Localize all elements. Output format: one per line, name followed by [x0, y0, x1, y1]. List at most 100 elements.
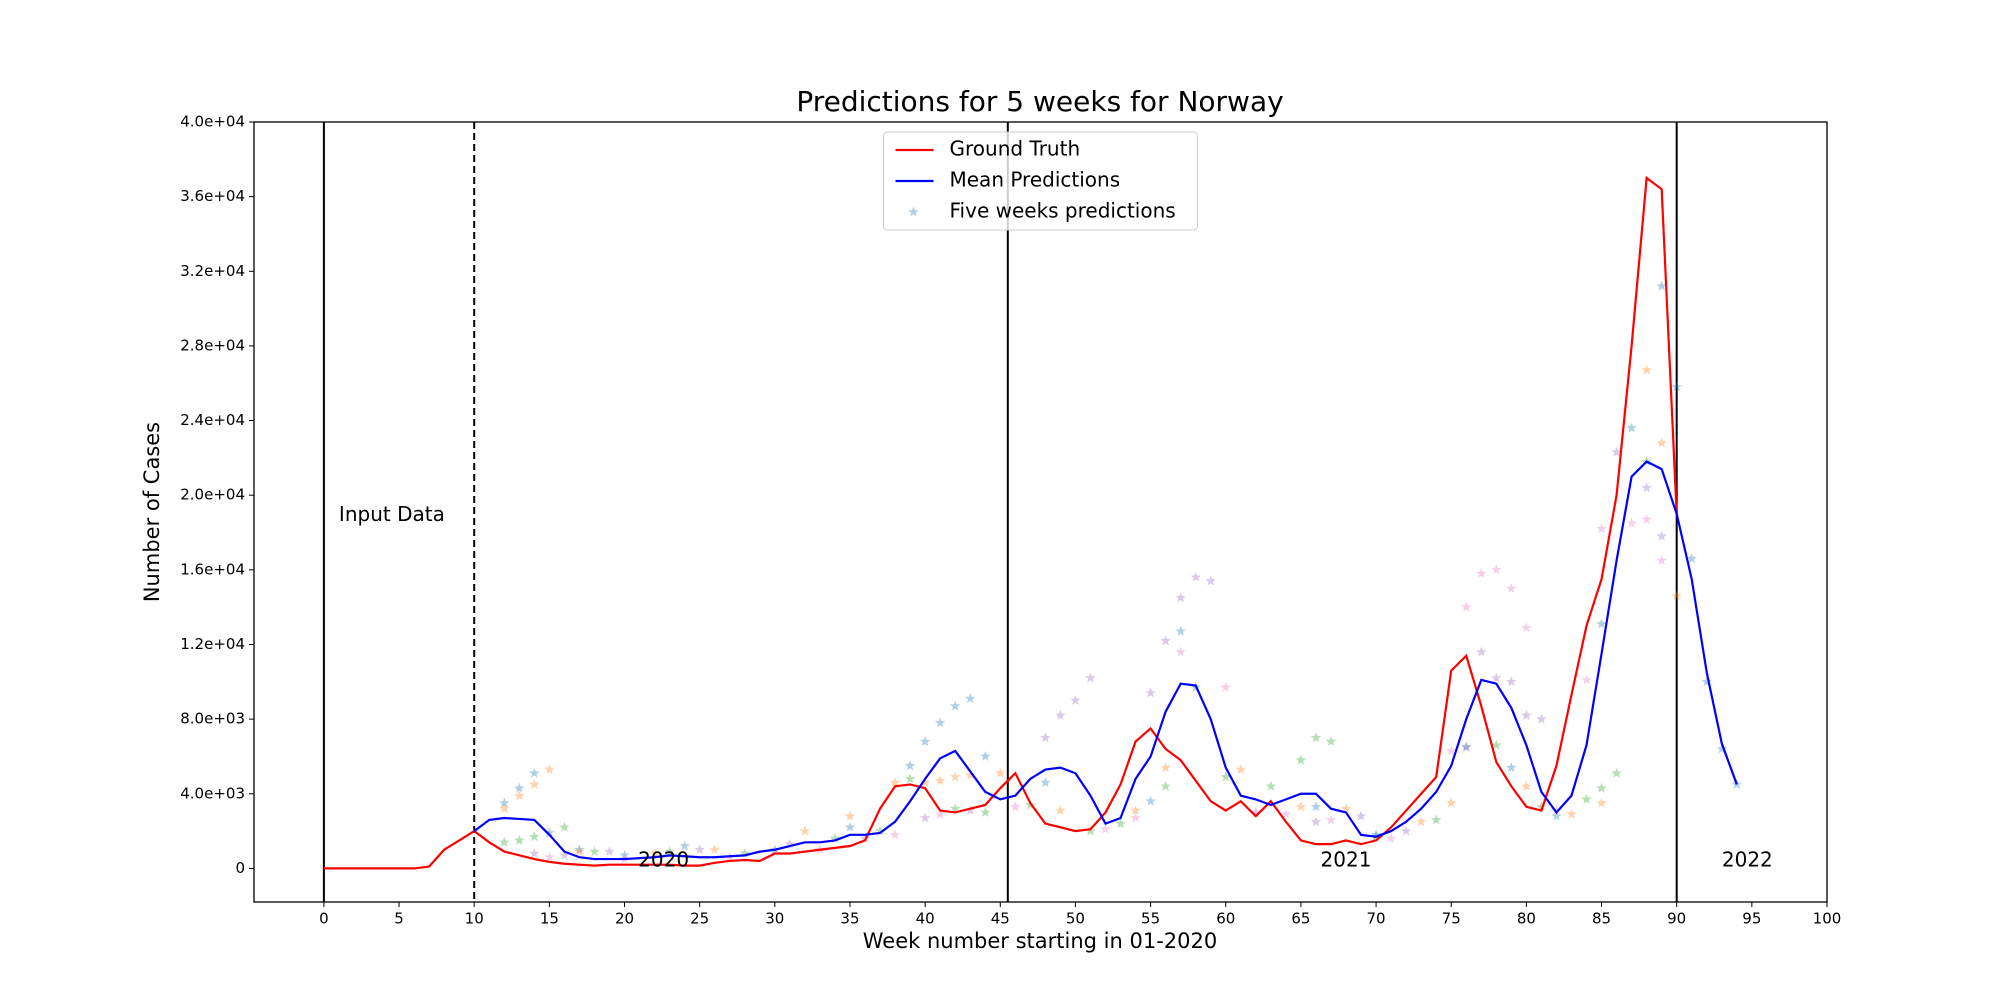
star-point [559, 849, 570, 860]
star-point [1235, 764, 1247, 774]
x-tick-label: 95 [1742, 910, 1761, 928]
star-point [1220, 771, 1231, 782]
star-point [1265, 780, 1277, 791]
legend-marker [908, 206, 919, 217]
star-point [604, 846, 615, 857]
star-point [1521, 622, 1532, 633]
x-tick-label: 40 [916, 910, 935, 928]
star-point [1220, 681, 1231, 692]
x-tick-label: 75 [1442, 910, 1461, 928]
star-point [1566, 808, 1577, 819]
star-point [799, 825, 811, 836]
star-point [1055, 709, 1066, 720]
star-point [1400, 825, 1412, 836]
x-tick-label: 80 [1517, 910, 1536, 928]
star-point [1175, 646, 1186, 657]
star-point [980, 806, 991, 817]
star-point [1461, 741, 1472, 752]
star-point [574, 844, 585, 855]
star-point [544, 851, 555, 862]
legend-label: Ground Truth [950, 137, 1081, 161]
star-point [1070, 694, 1081, 705]
star-point [529, 847, 540, 858]
annotation: 2022 [1722, 847, 1773, 871]
star-point [1145, 687, 1156, 698]
star-point [1115, 818, 1126, 829]
y-tick-label: 1.6e+04 [180, 560, 245, 578]
star-point [1040, 777, 1051, 788]
star-point [1160, 780, 1171, 791]
star-point [514, 834, 525, 845]
star-point [1461, 601, 1472, 612]
star-point [1626, 422, 1637, 433]
star-point [1506, 583, 1517, 593]
star-point [965, 805, 976, 816]
star-point [874, 825, 886, 836]
star-point [980, 750, 991, 761]
star-point [1370, 829, 1382, 840]
star-point [1010, 801, 1021, 812]
star-point [1295, 754, 1307, 765]
star-point [1596, 782, 1607, 793]
star-point [1596, 618, 1607, 629]
star-point [1536, 801, 1547, 812]
star-point [1491, 672, 1502, 683]
star-point [574, 846, 585, 857]
star-point [499, 803, 510, 814]
star-point [739, 847, 750, 858]
y-tick-label: 1.2e+04 [180, 635, 245, 653]
star-point [1280, 808, 1292, 819]
x-tick-label: 45 [991, 910, 1010, 928]
axes-frame [253, 121, 1828, 903]
star-point [1641, 482, 1652, 493]
star-point [1476, 646, 1487, 657]
x-tick-label: 70 [1367, 910, 1386, 928]
star-point [1596, 523, 1607, 534]
star-point [919, 736, 931, 746]
x-tick-label: 30 [765, 910, 784, 928]
star-point [1340, 803, 1352, 814]
star-point [529, 767, 540, 778]
annotation: 2020 [638, 847, 689, 871]
star-point [499, 797, 510, 808]
star-point [995, 767, 1006, 778]
star-point [1536, 713, 1547, 724]
x-tick-label: 65 [1291, 910, 1310, 928]
legend-box [883, 131, 1198, 231]
star-point [529, 778, 540, 789]
star-point [1581, 793, 1592, 804]
star-point [919, 777, 931, 788]
star-point [1491, 739, 1502, 750]
x-tick-label: 90 [1667, 910, 1686, 928]
star-point [1085, 672, 1096, 683]
star-point [1160, 762, 1171, 773]
annotation: Input Data [339, 502, 445, 526]
star-point [1250, 806, 1262, 817]
star-point [949, 700, 961, 711]
star-point [1596, 797, 1607, 808]
star-point [1325, 814, 1337, 825]
star-point [1175, 592, 1186, 603]
x-tick-label: 10 [465, 910, 484, 928]
star-point [514, 782, 525, 793]
star-point [1506, 762, 1517, 773]
star-point [889, 777, 901, 788]
star-point [949, 771, 961, 782]
star-point [694, 844, 705, 855]
star-point [544, 827, 555, 838]
star-point [1310, 816, 1322, 827]
star-point [1085, 825, 1096, 836]
star-point [934, 808, 946, 819]
star-point [1310, 801, 1322, 812]
x-tick-label: 55 [1141, 910, 1160, 928]
star-point [499, 836, 510, 847]
star-point [1355, 810, 1367, 821]
star-point [1325, 736, 1337, 746]
star-point [1430, 814, 1442, 825]
y-tick-label: 2.4e+04 [180, 411, 245, 429]
plot-area [322, 122, 1743, 902]
star-point [1671, 590, 1682, 601]
star-point [1040, 732, 1051, 743]
star-point [1205, 575, 1216, 586]
